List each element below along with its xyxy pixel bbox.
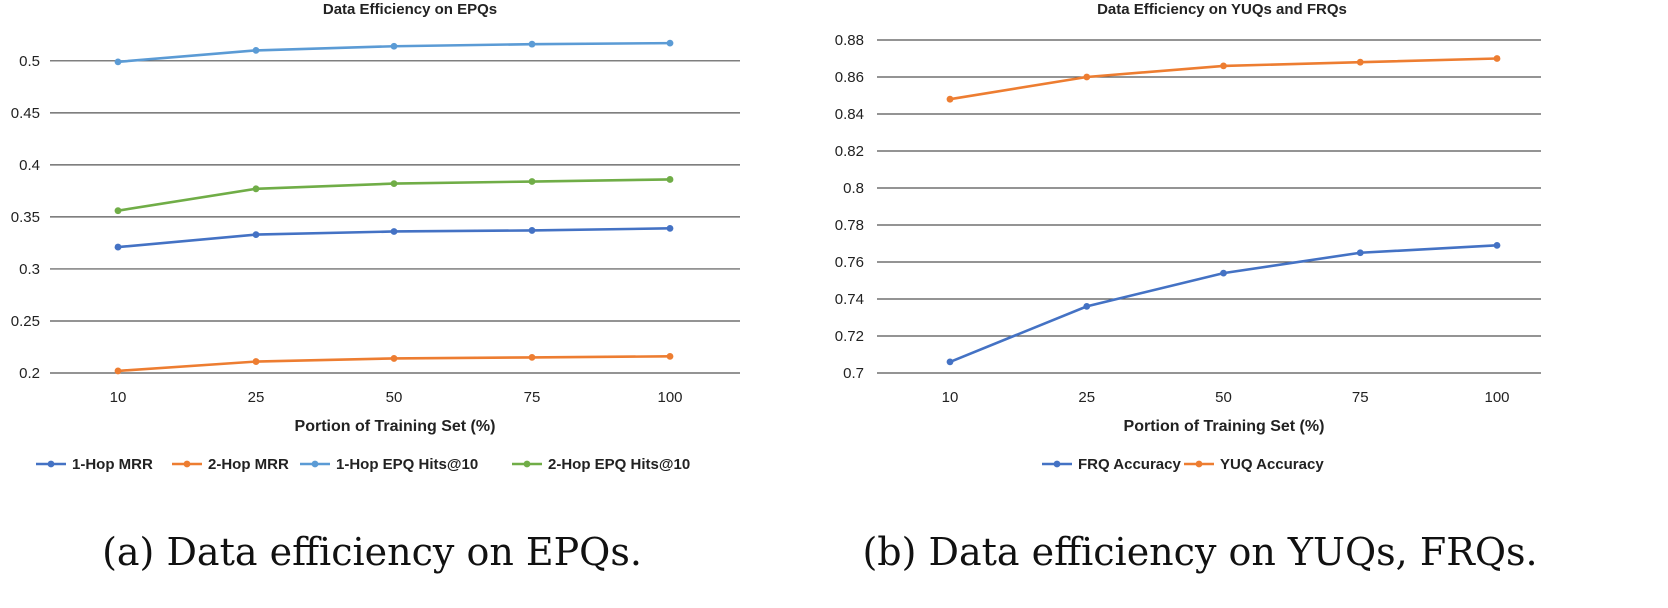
data-point: [1493, 55, 1501, 62]
data-point: [252, 358, 260, 365]
legend-marker: [47, 460, 55, 468]
gridlines: [877, 39, 1541, 374]
series-line: [949, 244, 1498, 364]
legend-marker: [1053, 460, 1061, 468]
y-tick-label: 0.74: [835, 291, 864, 308]
y-tick-label: 0.25: [11, 313, 40, 330]
y-tick-label: 0.82: [835, 143, 864, 160]
data-point: [1356, 58, 1364, 66]
data-point: [1220, 62, 1227, 70]
x-axis-label: Portion of Training Set (%): [1124, 418, 1325, 435]
data-point: [390, 355, 398, 362]
data-point: [528, 178, 536, 185]
y-tick-label: 0.88: [835, 32, 864, 49]
chart-epq: Data Efficiency on EPQs 0.20.250.30.350.…: [11, 1, 740, 574]
chart-yuq-frq: Data Efficiency on YUQs and FRQs 0.7 0.72…: [835, 1, 1541, 574]
y-tick-label: 0.86: [835, 69, 864, 86]
x-tick-label: 10: [942, 389, 959, 406]
y-tick-labels: 0.2 0.25 0.3 0.35 0.4 0.45 0.5: [11, 53, 40, 382]
data-point: [1083, 73, 1091, 81]
x-tick-labels: 10 25 50 75 100: [942, 389, 1510, 406]
y-tick-labels: 0.7 0.72 0.74 0.76 0.78 0.8 0.82 0.84 0.86 0.88: [835, 32, 864, 382]
gridlines: [50, 60, 740, 374]
x-tick-label: 100: [657, 389, 682, 406]
legend-label: 1-Hop MRR: [72, 456, 153, 473]
data-point: [252, 231, 260, 238]
data-point: [390, 180, 398, 188]
x-axis-label: Portion of Training Set (%): [295, 418, 496, 435]
legend-marker: [523, 460, 531, 468]
caption: (b) Data efficiency on YUQs, FRQs.: [862, 530, 1537, 574]
x-tick-label: 50: [386, 389, 403, 406]
y-tick-label: 0.2: [19, 365, 40, 382]
legend: 1-Hop MRR 2-Hop MRR 1-Hop EPQ Hits@10 2-Hop…: [36, 456, 690, 473]
y-tick-label: 0.7: [843, 365, 864, 382]
y-tick-label: 0.8: [843, 180, 864, 197]
x-tick-label: 75: [1352, 389, 1369, 406]
legend-label: FRQ Accuracy: [1078, 456, 1181, 473]
data-point: [946, 358, 954, 366]
x-tick-label: 100: [1484, 389, 1509, 406]
y-tick-label: 0.4: [19, 157, 40, 174]
data-point: [1493, 241, 1501, 249]
data-point: [114, 243, 122, 251]
data-point: [666, 176, 674, 183]
y-tick-label: 0.45: [11, 105, 40, 122]
data-point: [1083, 303, 1091, 310]
legend-label: 2-Hop MRR: [208, 456, 289, 473]
legend-marker: [183, 460, 191, 468]
data-point: [114, 207, 122, 215]
data-point: [1356, 249, 1364, 257]
series-group: [114, 39, 674, 375]
y-tick-label: 0.5: [19, 53, 40, 70]
series-group: [946, 55, 1501, 366]
data-point: [528, 227, 536, 234]
x-tick-label: 10: [110, 389, 127, 406]
data-point: [528, 40, 536, 48]
y-tick-label: 0.84: [835, 106, 864, 123]
legend-label: 1-Hop EPQ Hits@10: [336, 456, 478, 473]
legend-label: YUQ Accuracy: [1220, 456, 1324, 473]
data-point: [528, 353, 536, 361]
legend-marker: [1195, 460, 1203, 468]
data-point: [252, 47, 260, 54]
data-point: [666, 224, 674, 232]
data-point: [666, 39, 674, 47]
data-point: [114, 58, 122, 66]
data-point: [390, 228, 398, 235]
legend: FRQ Accuracy YUQ Accuracy: [1042, 456, 1324, 473]
x-tick-labels: 10 25 50 75 100: [110, 389, 683, 406]
legend-label: 2-Hop EPQ Hits@10: [548, 456, 690, 473]
y-tick-label: 0.72: [835, 328, 864, 345]
y-tick-label: 0.78: [835, 217, 864, 234]
data-point: [1220, 269, 1227, 277]
data-point: [666, 352, 674, 360]
chart-title: Data Efficiency on YUQs and FRQs: [1097, 1, 1347, 18]
y-tick-label: 0.76: [835, 254, 864, 271]
x-tick-label: 75: [524, 389, 541, 406]
x-tick-label: 25: [248, 389, 265, 406]
caption: (a) Data efficiency on EPQs.: [102, 530, 642, 574]
y-tick-label: 0.3: [19, 261, 40, 278]
x-tick-label: 50: [1215, 389, 1232, 406]
legend-marker: [311, 460, 319, 468]
data-point: [946, 95, 954, 103]
data-point: [114, 367, 122, 375]
chart-title: Data Efficiency on EPQs: [323, 1, 497, 18]
data-point: [390, 42, 398, 50]
data-point: [252, 185, 260, 193]
x-tick-label: 25: [1078, 389, 1095, 406]
y-tick-label: 0.35: [11, 209, 40, 226]
